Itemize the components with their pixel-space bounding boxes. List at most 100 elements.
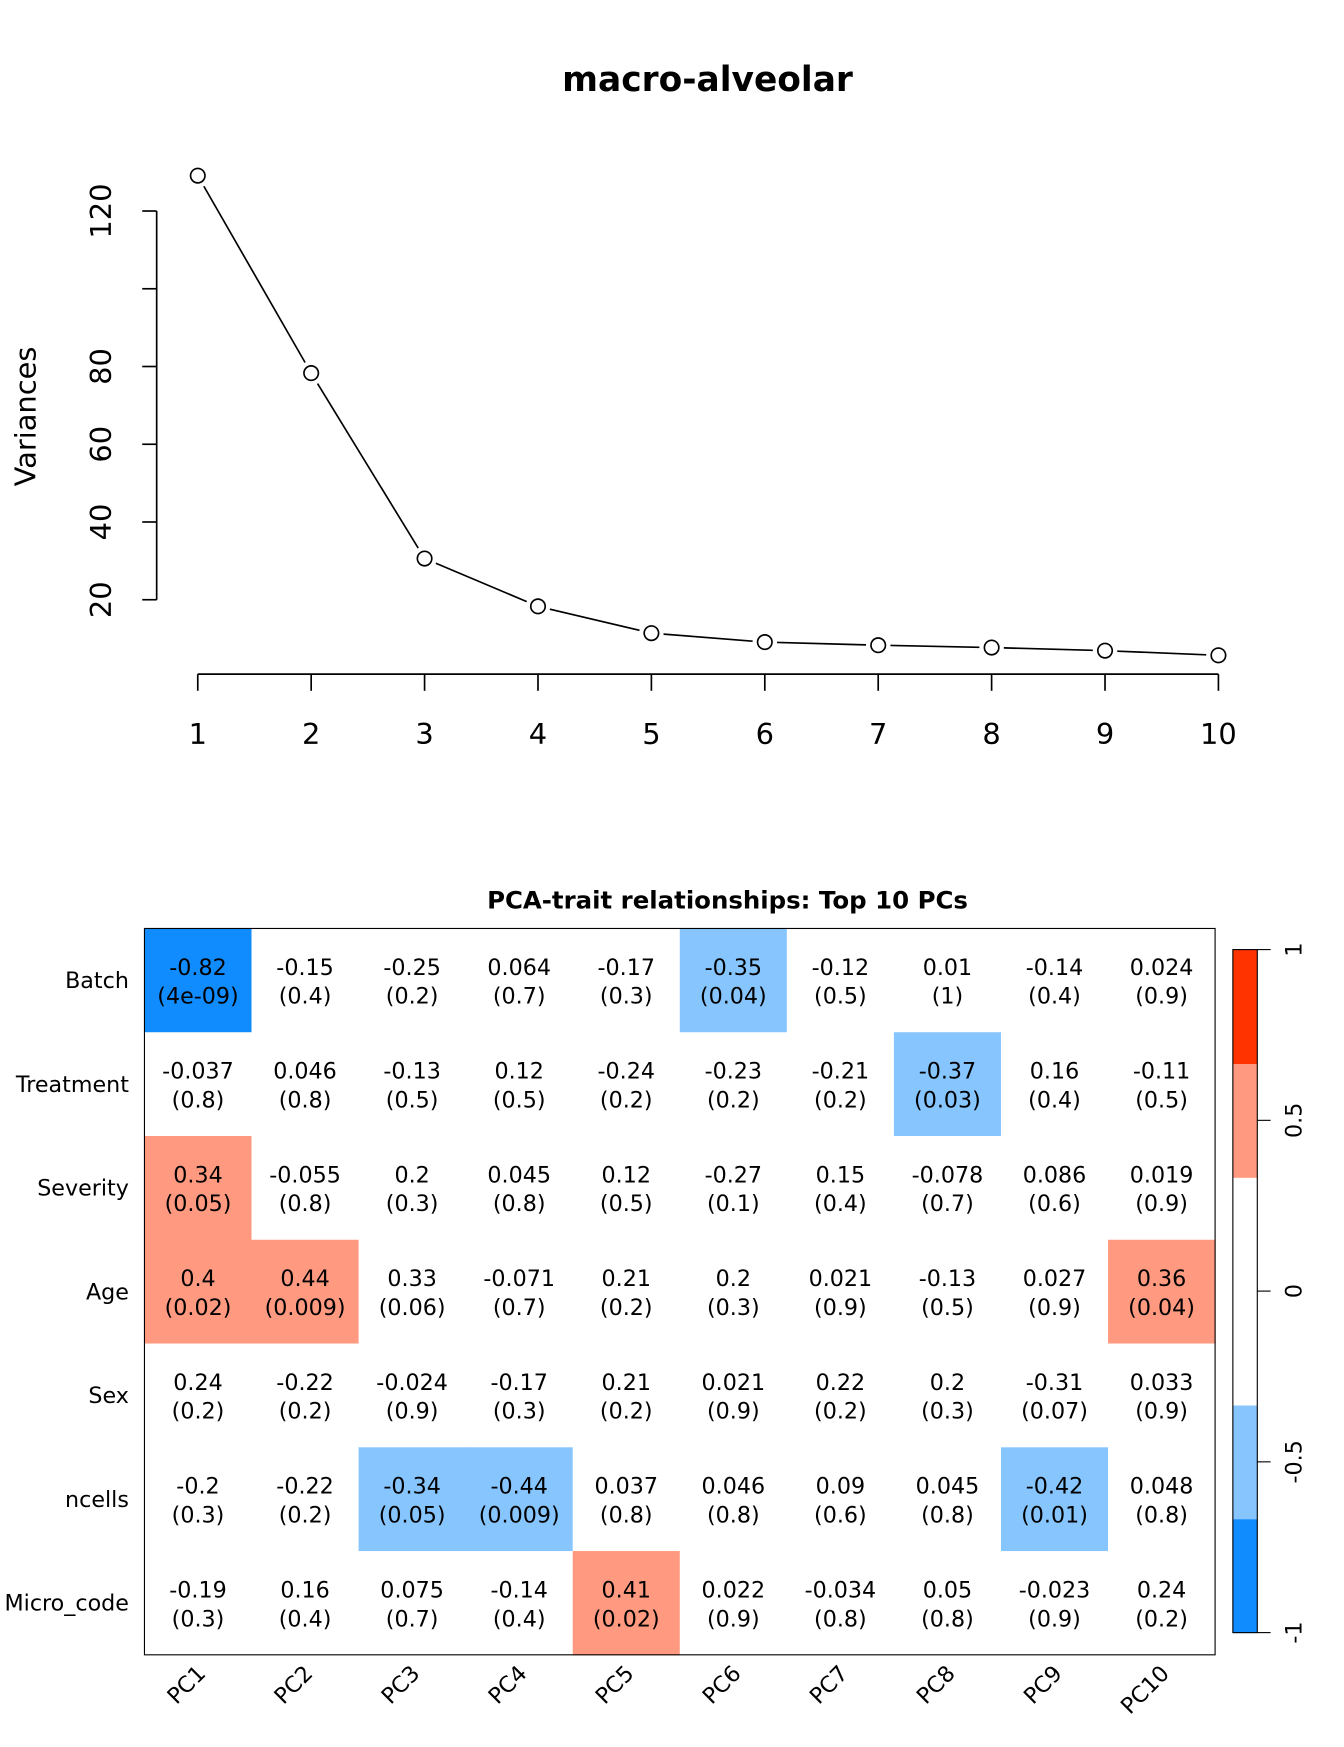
data-point (1210, 647, 1227, 664)
cell-correlation: 0.01 (923, 955, 972, 981)
cell-correlation: 0.046 (702, 1474, 766, 1500)
cell-correlation: 0.2 (930, 1370, 965, 1396)
cell-pvalue: (0.9) (707, 1399, 760, 1425)
cell-pvalue: (0.2) (279, 1502, 332, 1528)
heatmap-cell (1000, 1551, 1109, 1656)
cell-pvalue: (1) (932, 984, 963, 1010)
heatmap-cell (893, 1136, 1002, 1241)
x-tick-label: 7 (869, 717, 887, 751)
x-tick-label: 3 (415, 717, 433, 751)
heatmap-cell (786, 1136, 895, 1241)
cell-correlation: 0.2 (394, 1162, 429, 1188)
heatmap-cell (572, 1136, 681, 1241)
cell-correlation: 0.021 (809, 1266, 873, 1292)
cell-correlation: 0.024 (1130, 955, 1194, 981)
column-label: PC6 (698, 1661, 747, 1710)
column-label: PC1 (162, 1661, 211, 1710)
cell-pvalue: (0.04) (1128, 1295, 1195, 1321)
cell-correlation: 0.12 (494, 1059, 543, 1085)
cell-pvalue: (0.4) (279, 984, 332, 1010)
cell-pvalue: (0.9) (1028, 1295, 1081, 1321)
cell-correlation: -0.37 (919, 1059, 976, 1085)
cell-correlation: -0.14 (490, 1577, 547, 1603)
heatmap-cell (679, 1447, 788, 1552)
heatmap-cell (358, 928, 467, 1033)
heatmap-cell (572, 1032, 681, 1137)
cell-correlation: 0.037 (594, 1474, 658, 1500)
cell-correlation: -0.19 (169, 1577, 226, 1603)
heatmap-cell (465, 1239, 574, 1345)
y-tick-label: 20 (84, 581, 118, 618)
heatmap-cell (1000, 1447, 1109, 1552)
cell-correlation: -0.13 (383, 1059, 440, 1085)
heatmap-cell (893, 1551, 1002, 1656)
heatmap-cell (1108, 1032, 1216, 1137)
cell-pvalue: (0.03) (914, 1087, 981, 1113)
cell-pvalue: (0.2) (600, 1087, 653, 1113)
cell-pvalue: (0.4) (493, 1606, 546, 1632)
heatmap-cell (251, 1447, 360, 1552)
cell-correlation: -0.17 (598, 955, 655, 981)
cell-pvalue: (0.7) (493, 1295, 546, 1321)
heatmap-cell (1000, 1343, 1109, 1448)
heatmap-cell (144, 1447, 253, 1552)
cell-pvalue: (0.02) (593, 1606, 660, 1632)
cell-correlation: 0.34 (173, 1162, 222, 1188)
heatmap-cell (679, 1551, 788, 1656)
data-point (303, 365, 320, 382)
y-tick-label: 40 (84, 504, 118, 541)
cell-pvalue: (0.9) (1028, 1606, 1081, 1632)
cell-correlation: 0.24 (1137, 1577, 1186, 1603)
cell-correlation: 0.022 (702, 1577, 766, 1603)
column-label: PC7 (805, 1661, 854, 1710)
cell-pvalue: (0.2) (814, 1399, 867, 1425)
cell-pvalue: (0.07) (1021, 1399, 1088, 1425)
x-tick-label: 6 (756, 717, 774, 751)
cell-pvalue: (0.4) (814, 1191, 867, 1217)
cell-correlation: 0.033 (1130, 1370, 1194, 1396)
heatmap-cell (465, 1343, 574, 1448)
cell-pvalue: (0.6) (1028, 1191, 1081, 1217)
legend-tick-label: 0 (1282, 1284, 1308, 1298)
heatmap-cell (251, 1136, 360, 1241)
heatmap-cell (786, 1343, 895, 1448)
data-point (189, 167, 206, 184)
heatmap-cell (1108, 928, 1216, 1033)
x-tick-label: 1 (189, 717, 207, 751)
cell-correlation: -0.055 (269, 1162, 341, 1188)
cell-correlation: 0.021 (702, 1370, 766, 1396)
cell-pvalue: (0.8) (707, 1502, 760, 1528)
heatmap-cell (1000, 1239, 1109, 1345)
cell-correlation: 0.36 (1137, 1266, 1186, 1292)
cell-pvalue: (0.06) (379, 1295, 446, 1321)
scree-title: macro-alveolar (562, 60, 853, 100)
cell-pvalue: (0.3) (172, 1502, 225, 1528)
cell-correlation: 0.16 (1030, 1059, 1079, 1085)
cell-correlation: 0.44 (280, 1266, 329, 1292)
heatmap-cell (572, 1447, 681, 1552)
cell-correlation: -0.27 (705, 1162, 762, 1188)
legend-swatch (1232, 1291, 1258, 1406)
heatmap-cell (358, 1032, 467, 1137)
cell-pvalue: (0.7) (493, 984, 546, 1010)
cell-correlation: 0.41 (602, 1577, 651, 1603)
heatmap-cell (144, 928, 253, 1033)
cell-correlation: -0.34 (383, 1474, 440, 1500)
row-label: Sex (88, 1383, 129, 1409)
heatmap-cell (144, 1551, 253, 1656)
cell-pvalue: (0.8) (493, 1191, 546, 1217)
line-segment (435, 562, 528, 603)
heatmap-cell (1108, 1136, 1216, 1241)
heatmap-cell (144, 1239, 253, 1345)
cell-pvalue: (0.3) (386, 1191, 439, 1217)
cell-correlation: -0.078 (912, 1162, 984, 1188)
cell-correlation: 0.019 (1130, 1162, 1194, 1188)
cell-correlation: -0.42 (1026, 1474, 1083, 1500)
heatmap-cell (893, 1239, 1002, 1345)
data-point (756, 634, 773, 651)
heatmap-cell (358, 1551, 467, 1656)
heatmap-cell (572, 1239, 681, 1345)
x-tick-label: 5 (642, 717, 660, 751)
cell-correlation: 0.045 (916, 1474, 980, 1500)
